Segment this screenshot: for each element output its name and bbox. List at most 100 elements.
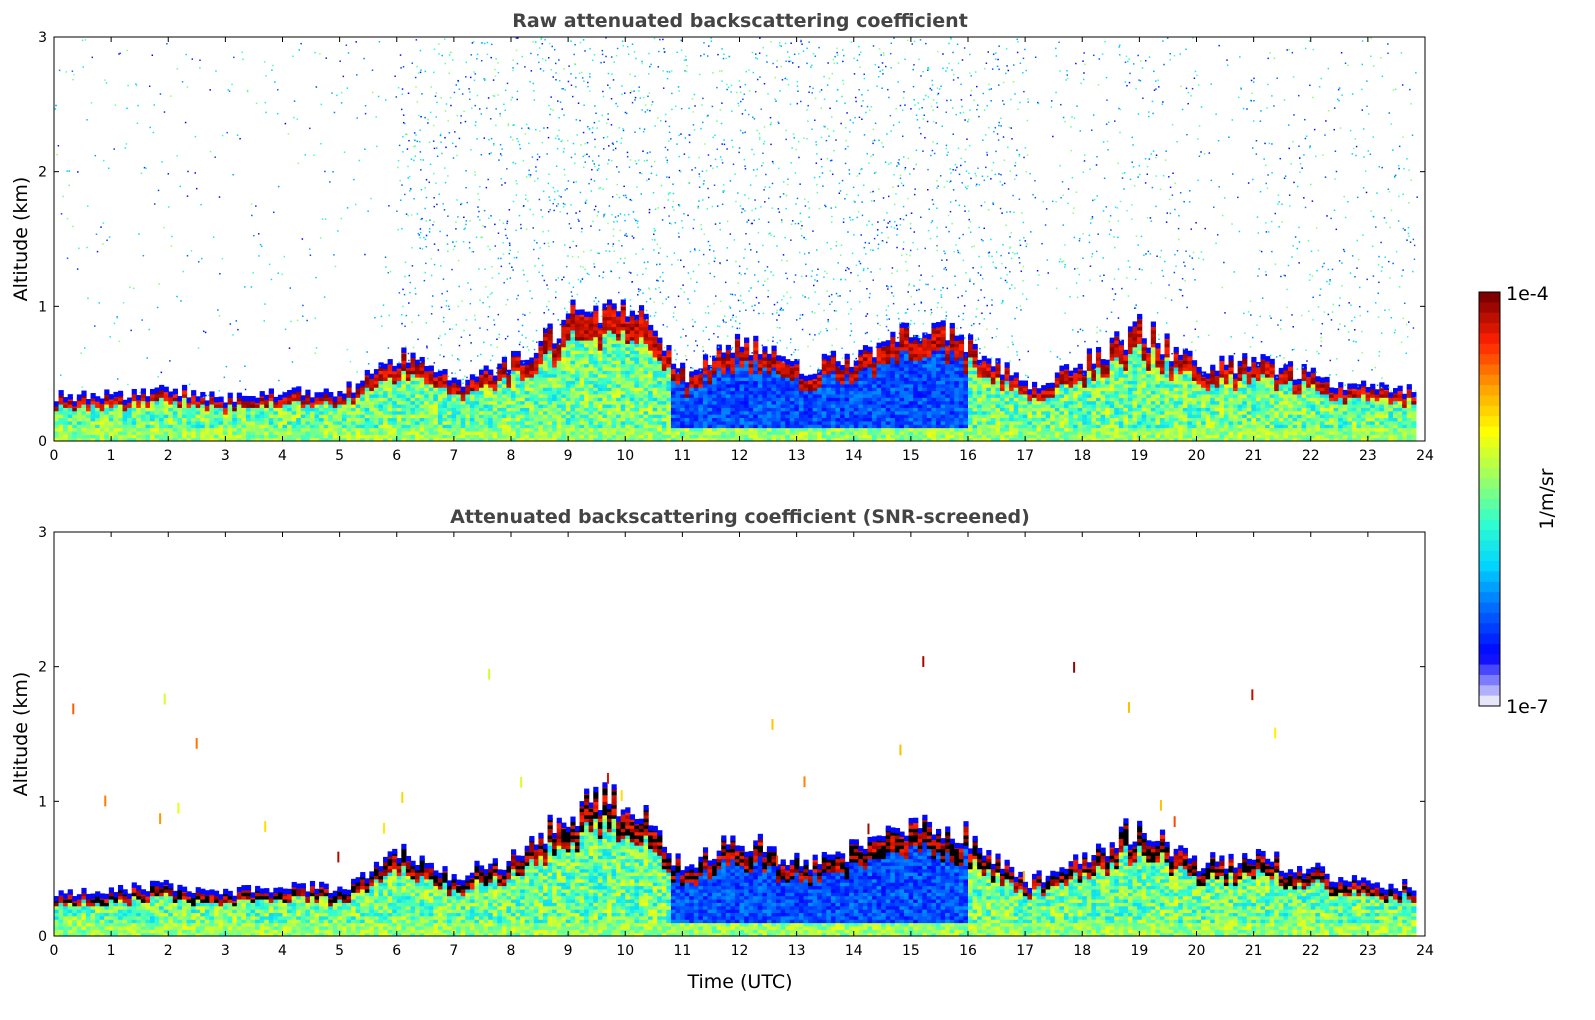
noise-cell: [535, 329, 538, 332]
noise-cell: [544, 59, 547, 62]
noise-cell: [680, 107, 683, 110]
heatmap-cell: [200, 420, 206, 425]
heatmap-cell: [588, 343, 594, 348]
heatmap-cell: [437, 393, 444, 398]
heatmap-cell: [620, 333, 626, 338]
heatmap-cell: [638, 383, 645, 388]
heatmap-cell: [574, 393, 581, 398]
noise-cell: [669, 192, 671, 194]
heatmap-cell: [369, 414, 375, 419]
heatmap-cell: [597, 356, 603, 361]
noise-cell: [493, 319, 495, 321]
heatmap-cell: [716, 380, 722, 385]
heatmap-cell: [113, 410, 119, 415]
noise-cell: [635, 57, 637, 60]
noise-cell: [738, 265, 741, 268]
heatmap-cell: [127, 437, 133, 442]
noise-cell: [582, 250, 585, 253]
heatmap-cell: [524, 387, 530, 392]
heatmap-cell: [744, 417, 750, 422]
noise-cell: [497, 71, 500, 74]
heatmap-cell: [643, 326, 649, 331]
heatmap-cell: [364, 417, 370, 422]
heatmap-cell: [227, 397, 233, 402]
heatmap-cell: [680, 417, 686, 422]
heatmap-cell: [72, 427, 78, 432]
heatmap-cell: [565, 366, 572, 371]
heatmap-cell: [492, 387, 498, 392]
heatmap-cell: [465, 400, 471, 405]
heatmap-cell: [533, 407, 540, 412]
heatmap-cell: [666, 434, 672, 439]
heatmap-cell: [415, 430, 421, 435]
heatmap-cell: [76, 403, 83, 408]
heatmap-cell: [533, 387, 540, 392]
heatmap-cell: [511, 420, 517, 425]
noise-cell: [660, 120, 662, 122]
noise-cell: [667, 296, 670, 298]
heatmap-cell: [570, 410, 576, 415]
noise-cell: [450, 104, 452, 107]
heatmap-cell: [95, 430, 101, 435]
heatmap-cell: [250, 414, 256, 419]
noise-cell: [503, 281, 505, 284]
noise-cell: [648, 52, 650, 55]
noise-cell: [427, 357, 429, 360]
noise-cell: [237, 328, 239, 331]
heatmap-cell: [730, 373, 736, 378]
heatmap-cell: [415, 407, 421, 412]
noise-cell: [623, 185, 625, 188]
colorbar-segment: [1479, 654, 1500, 666]
heatmap-cell: [186, 410, 192, 415]
heatmap-cell: [721, 414, 727, 419]
heatmap-cell: [396, 370, 402, 375]
noise-cell: [710, 37, 712, 39]
heatmap-cell: [579, 309, 585, 315]
heatmap-cell: [232, 424, 238, 429]
heatmap-cell: [611, 407, 617, 412]
heatmap-cell: [524, 383, 530, 388]
heatmap-cell: [712, 417, 718, 422]
heatmap-cell: [730, 410, 736, 415]
heatmap-cell: [744, 377, 750, 381]
heatmap-cell: [172, 424, 178, 429]
heatmap-cell: [661, 360, 667, 365]
noise-cell: [342, 75, 345, 78]
heatmap-cell: [725, 350, 731, 355]
heatmap-cell: [328, 414, 334, 419]
noise-cell: [465, 76, 467, 78]
heatmap-cell: [410, 387, 416, 392]
noise-cell: [579, 280, 582, 282]
noise-cell: [552, 186, 555, 189]
heatmap-cell: [149, 400, 156, 405]
noise-cell: [581, 77, 584, 79]
noise-cell: [661, 302, 664, 305]
noise-cell: [636, 186, 638, 188]
noise-cell: [447, 305, 450, 308]
heatmap-cell: [625, 420, 631, 425]
noise-cell: [153, 203, 156, 205]
heatmap-cell: [419, 403, 425, 408]
heatmap-cell: [721, 380, 727, 385]
heatmap-cell: [383, 403, 389, 408]
heatmap-cell: [346, 381, 352, 387]
heatmap-cell: [721, 377, 727, 381]
heatmap-cell: [113, 417, 119, 422]
heatmap-cell: [556, 390, 562, 395]
heatmap-cell: [666, 383, 672, 388]
noise-cell: [737, 282, 739, 284]
heatmap-cell: [405, 373, 412, 378]
noise-cell: [584, 50, 586, 52]
noise-cell: [729, 293, 732, 296]
noise-cell: [683, 59, 686, 61]
heatmap-cell: [702, 403, 709, 408]
noise-cell: [610, 124, 613, 126]
heatmap-cell: [163, 393, 169, 398]
heatmap-cell: [300, 410, 306, 415]
heatmap-cell: [657, 410, 663, 415]
heatmap-cell: [410, 434, 416, 439]
heatmap-cell: [707, 387, 713, 392]
noise-cell: [675, 358, 677, 361]
noise-cell: [573, 181, 575, 184]
noise-cell: [700, 228, 703, 231]
